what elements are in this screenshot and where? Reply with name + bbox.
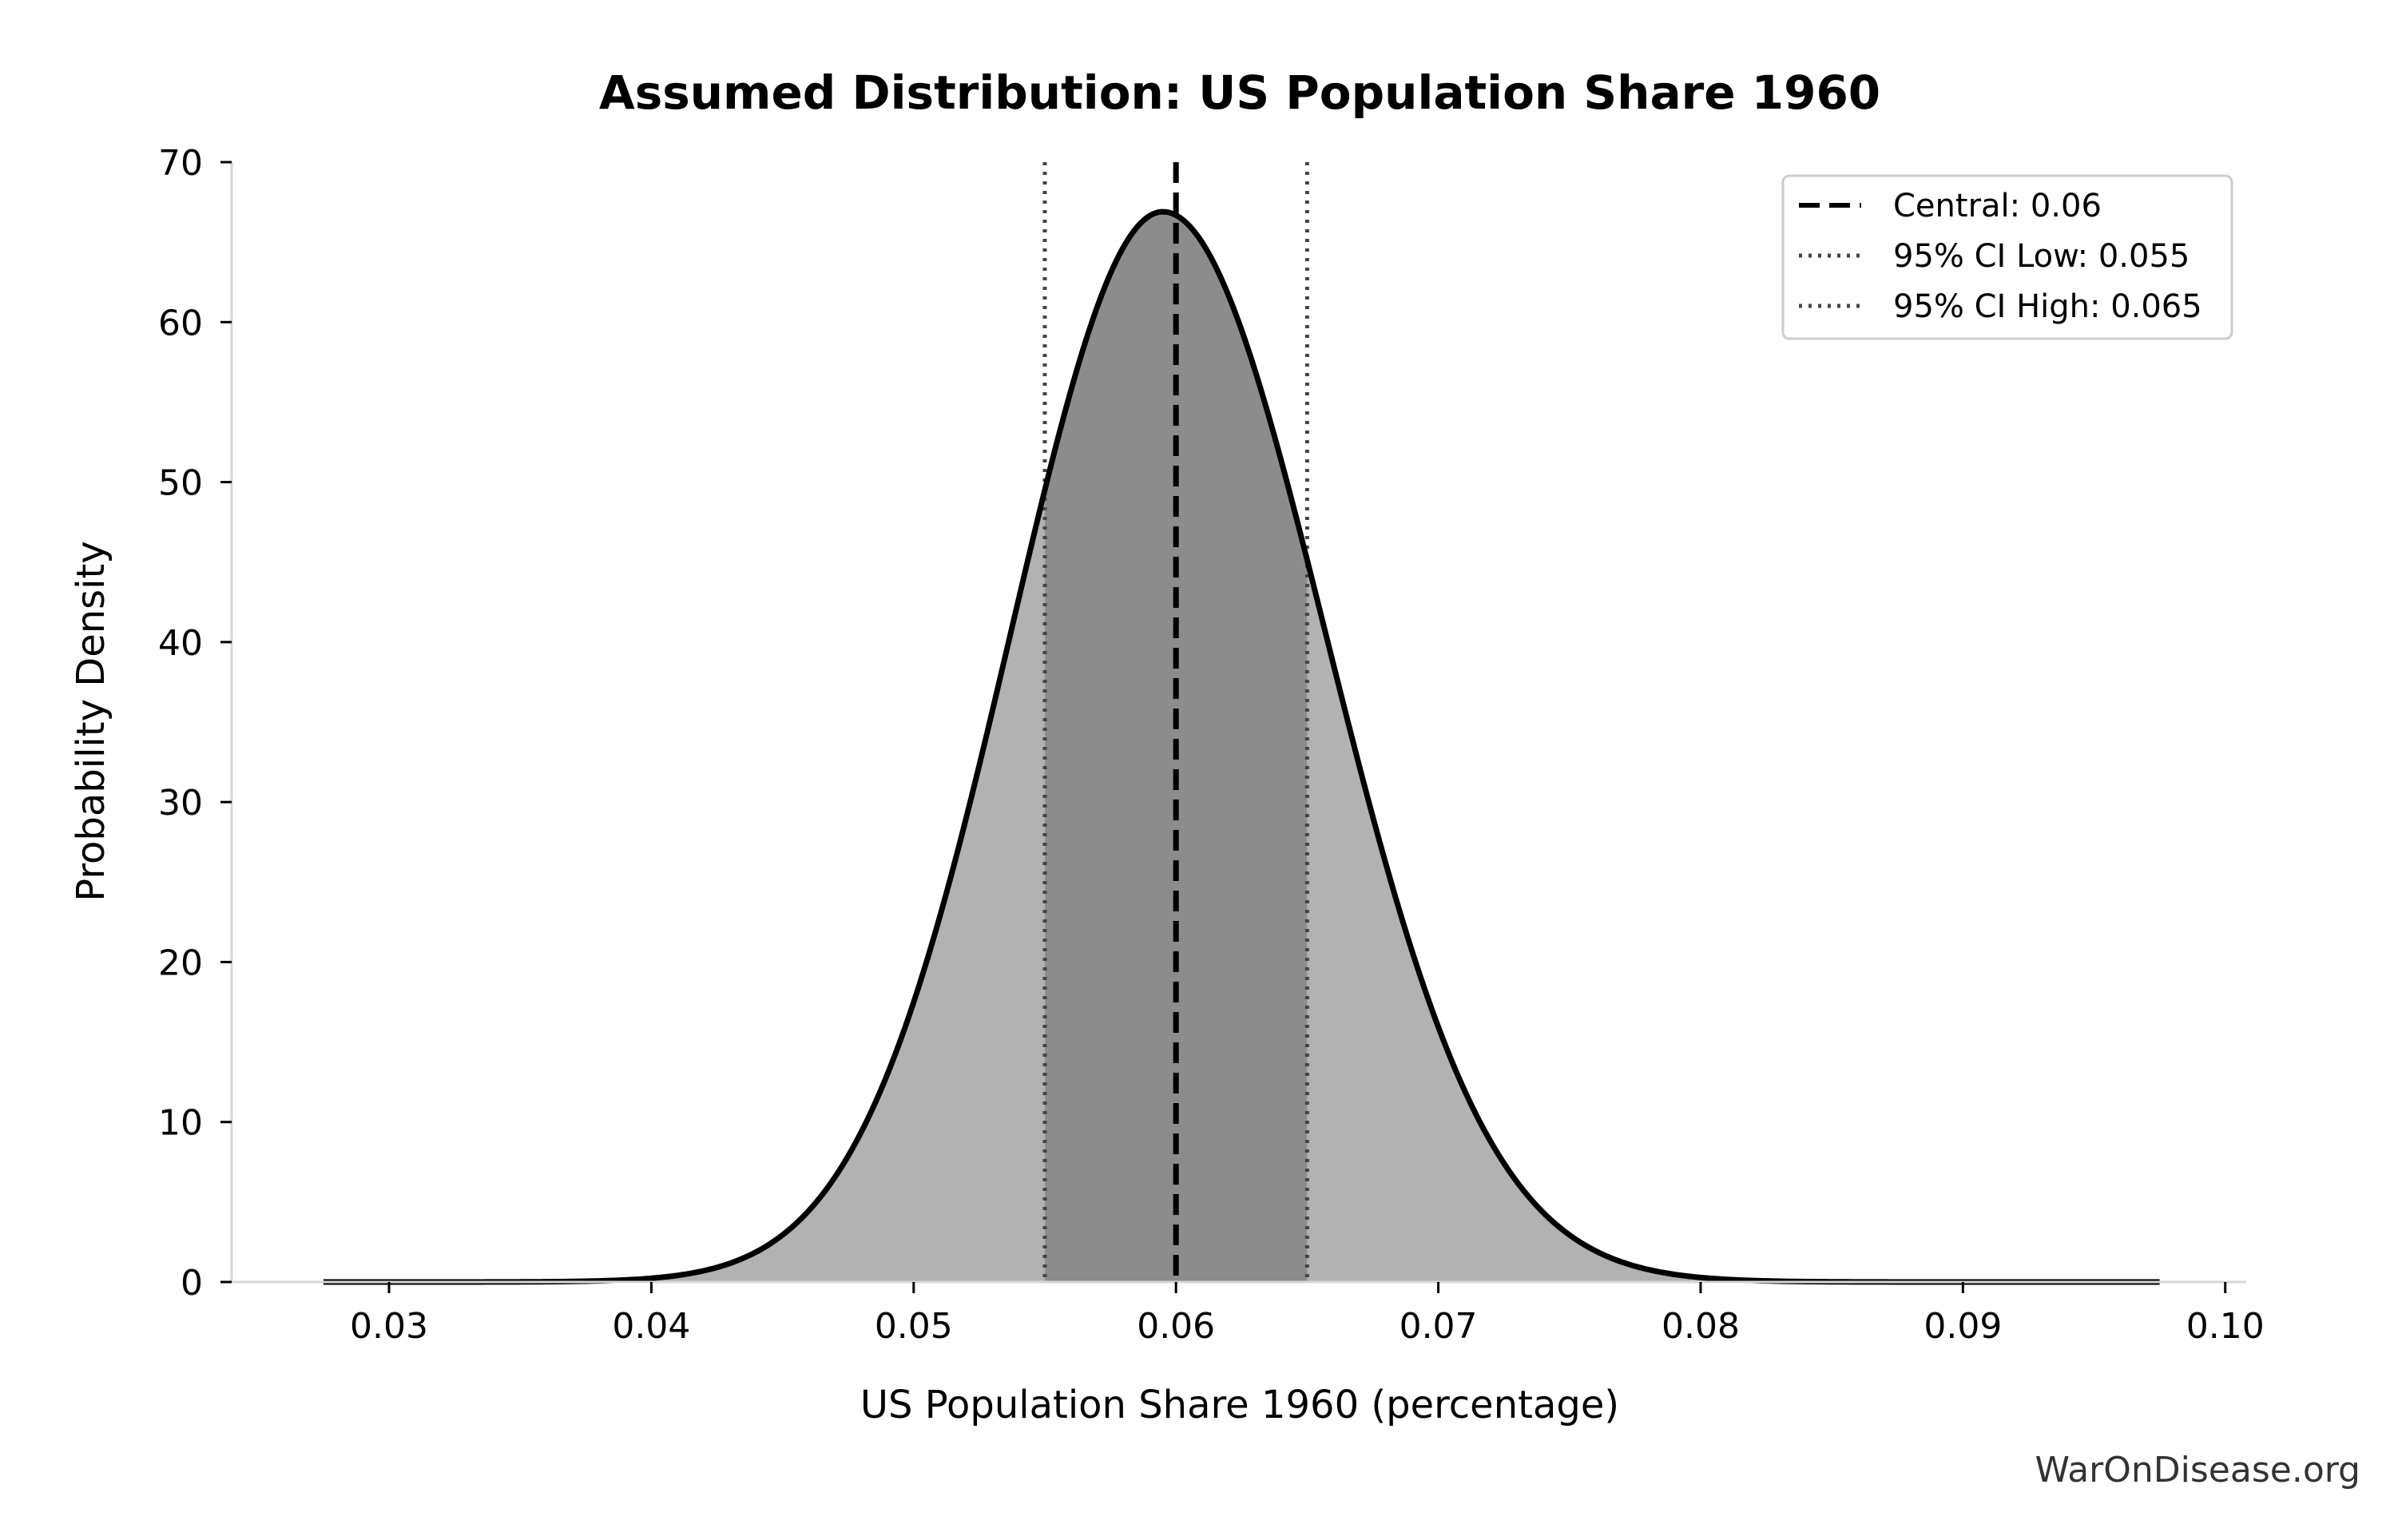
legend-label-ci-low: 95% CI Low: 0.055 [1893, 238, 2190, 275]
legend-label-central: Central: 0.06 [1893, 188, 2102, 224]
y-tick-label: 40 [158, 623, 203, 664]
y-axis-label: Probability Density [69, 541, 113, 901]
y-tick-label: 0 [181, 1263, 203, 1304]
y-tick-label: 30 [158, 783, 203, 824]
x-tick-label: 0.07 [1399, 1306, 1478, 1347]
legend: Central: 0.06 95% CI Low: 0.055 95% CI H… [1781, 174, 2233, 340]
y-tick-label: 70 [158, 143, 203, 184]
y-tick-label: 10 [158, 1103, 203, 1144]
chart-title: Assumed Distribution: US Population Shar… [599, 65, 1880, 120]
x-tick-label: 0.09 [1924, 1306, 2002, 1347]
legend-label-ci-high: 95% CI High: 0.065 [1893, 288, 2202, 325]
x-tick-label: 0.08 [1662, 1306, 1740, 1347]
x-tick-label: 0.05 [875, 1306, 953, 1347]
x-tick-label: 0.10 [2186, 1306, 2265, 1347]
x-tick-label: 0.06 [1137, 1306, 1215, 1347]
y-tick-label: 60 [158, 303, 203, 343]
x-ticks: 0.03 0.04 0.05 0.06 0.07 0.08 0.09 0.10 [350, 1282, 2265, 1347]
plot-area [323, 162, 2160, 1285]
y-tick-label: 50 [158, 463, 203, 504]
y-tick-label: 20 [158, 943, 203, 983]
watermark: WarOnDisease.org [2035, 1450, 2360, 1490]
x-axis-label: US Population Share 1960 (percentage) [860, 1383, 1619, 1427]
legend-box [1781, 174, 2233, 340]
x-tick-label: 0.04 [612, 1306, 690, 1347]
x-tick-label: 0.03 [350, 1306, 428, 1347]
y-ticks: 0 10 20 30 40 50 60 70 [158, 143, 232, 1304]
